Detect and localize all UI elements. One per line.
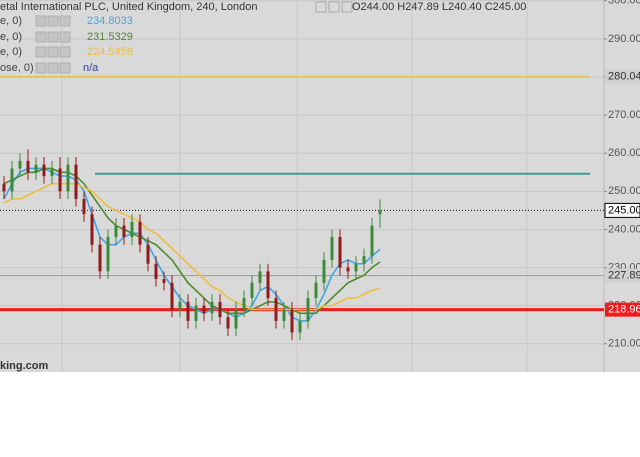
candle-body bbox=[242, 298, 246, 310]
candle-body bbox=[202, 305, 206, 314]
legend-icon bbox=[59, 62, 71, 74]
candle-body bbox=[210, 301, 214, 314]
candle-body bbox=[306, 298, 310, 321]
legend-icon bbox=[47, 46, 59, 58]
candle-body bbox=[58, 168, 62, 192]
watermark: king.com bbox=[0, 360, 49, 372]
candle-body bbox=[298, 320, 302, 333]
y-tick-label: 300.00 bbox=[608, 0, 640, 7]
candle-body bbox=[194, 305, 198, 321]
candle-body bbox=[250, 282, 254, 299]
candle-body bbox=[26, 160, 30, 173]
legend-name: e, 0) bbox=[0, 31, 22, 43]
candle-body bbox=[74, 164, 78, 199]
legend-name: e, 0) bbox=[0, 15, 22, 27]
price-label-box bbox=[605, 268, 640, 283]
header-icon bbox=[341, 1, 353, 13]
candle-body bbox=[114, 225, 118, 238]
candle-body bbox=[90, 214, 94, 245]
candle-body bbox=[10, 168, 14, 192]
candle-body bbox=[314, 282, 318, 299]
legend-name: ose, 0) bbox=[0, 62, 34, 74]
y-tick-label: 270.00 bbox=[608, 109, 640, 121]
header-icon bbox=[315, 1, 327, 13]
legend-icon bbox=[47, 15, 59, 27]
candle-body bbox=[322, 259, 326, 283]
price-label-box bbox=[605, 69, 640, 84]
candle-body bbox=[266, 271, 270, 299]
candle-body bbox=[18, 160, 22, 169]
legend-value: 224.5458 bbox=[87, 46, 133, 58]
legend-icon bbox=[35, 15, 47, 27]
candle-body bbox=[354, 263, 358, 272]
candle-body bbox=[338, 237, 342, 268]
y-tick-label: 260.00 bbox=[608, 147, 640, 159]
candle-body bbox=[258, 271, 262, 283]
candle-body bbox=[146, 244, 150, 264]
price-label: 245.00 bbox=[608, 204, 640, 216]
candle-body bbox=[34, 164, 38, 173]
legend-icon bbox=[59, 31, 71, 43]
y-tick-label: 290.00 bbox=[608, 33, 640, 45]
legend-icon bbox=[59, 46, 71, 58]
candle-body bbox=[362, 256, 366, 264]
candle-body bbox=[2, 183, 6, 192]
candle-body bbox=[170, 282, 174, 310]
chart-title: etal International PLC, United Kingdom, … bbox=[0, 1, 257, 13]
candle-body bbox=[82, 198, 86, 215]
candle-body bbox=[66, 164, 70, 192]
legend-icon bbox=[59, 15, 71, 27]
price-label-box bbox=[604, 202, 640, 218]
price-label-box bbox=[605, 302, 640, 317]
y-tick-label: 250.00 bbox=[608, 185, 640, 197]
price-label: 218.96 bbox=[608, 304, 640, 316]
legend-icon bbox=[35, 62, 47, 74]
candle-body bbox=[138, 221, 142, 245]
legend-icon bbox=[35, 46, 47, 58]
candle-body bbox=[234, 309, 238, 329]
candle-body bbox=[42, 164, 46, 177]
candle-body bbox=[346, 267, 350, 272]
candle-body bbox=[370, 225, 374, 257]
candle-body bbox=[98, 244, 102, 272]
candle-body bbox=[218, 301, 222, 318]
price-label: 227.89 bbox=[608, 270, 640, 282]
candle-body bbox=[178, 301, 182, 310]
legend-icon bbox=[47, 62, 59, 74]
y-tick-label: 240.00 bbox=[608, 223, 640, 235]
legend-icon bbox=[47, 31, 59, 43]
legend-value: n/a bbox=[83, 62, 99, 74]
candle-body bbox=[226, 317, 230, 329]
candle-body bbox=[106, 237, 110, 272]
legend-icon bbox=[35, 31, 47, 43]
candle-body bbox=[50, 168, 54, 177]
legend-name: e, 0) bbox=[0, 46, 22, 58]
candle-body bbox=[162, 279, 166, 283]
legend-value: 234.8033 bbox=[87, 15, 133, 27]
header-ohlc: O244.00 H247.89 L240.40 C245.00 bbox=[352, 1, 526, 13]
legend-value: 231.5329 bbox=[87, 31, 133, 43]
y-tick-label: 210.00 bbox=[608, 338, 640, 350]
candle-body bbox=[330, 237, 334, 260]
candle-body bbox=[290, 309, 294, 333]
candle-body bbox=[186, 301, 190, 321]
candle-body bbox=[274, 298, 278, 321]
candle-body bbox=[154, 263, 158, 279]
price-label: 280.04 bbox=[608, 71, 640, 83]
candle-body bbox=[378, 210, 382, 215]
candle-body bbox=[282, 309, 286, 321]
candle-body bbox=[130, 221, 134, 238]
candle-body bbox=[122, 225, 126, 238]
header-icon bbox=[328, 1, 340, 13]
